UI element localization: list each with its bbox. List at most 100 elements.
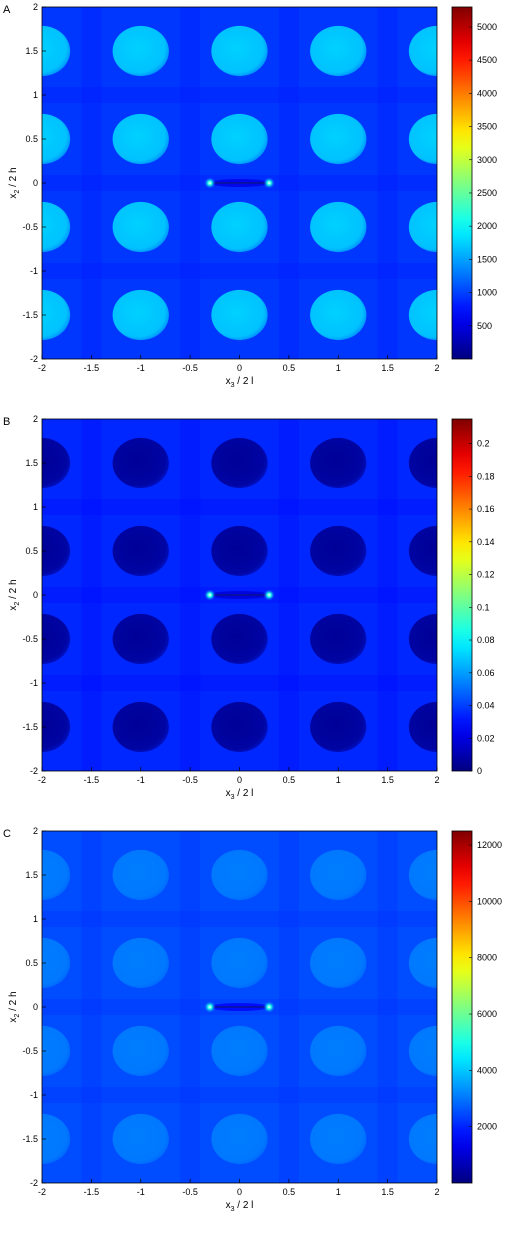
x-tick-label: 2: [434, 1187, 439, 1197]
inclusion-cell: [42, 937, 71, 989]
inclusion-cell: [310, 849, 367, 901]
colorbar-tick-label: 0: [477, 766, 482, 776]
inclusion-cell: [112, 525, 169, 577]
inclusion-cell: [42, 525, 71, 577]
y-tick-label: -1: [30, 678, 38, 688]
x-tick-label: 1.5: [381, 775, 394, 785]
inclusion-cell: [211, 437, 268, 489]
colorbar-tick-label: 5000: [477, 22, 497, 32]
heatmap-a-band: [42, 87, 437, 103]
colorbar-tick-label: 3500: [477, 122, 497, 132]
inclusion-cell: [42, 201, 71, 253]
heatmap-a-svg: -2 -1.5 -1 -0.5 0 0.5 1 1.5 2 2 1.5 1 0.5 0 -0.5 -1 -1.5…: [3, 2, 497, 389]
x-tick-label: 1: [336, 363, 341, 373]
y-tick-label: 2: [33, 826, 38, 836]
colorbar-tick-label: 0.1: [477, 602, 490, 612]
x-tick-label: 2: [434, 363, 439, 373]
y-tick-label: 2: [33, 414, 38, 424]
x-tick-label: -2: [38, 363, 46, 373]
y-tick-label: 0.5: [25, 546, 38, 556]
heatmap-a-band: [180, 7, 201, 359]
inclusion-cell: [112, 1025, 169, 1077]
colorbar-tick-label: 0.02: [477, 733, 495, 743]
colorbar: [451, 418, 473, 772]
heatmap-c-band: [377, 831, 398, 1183]
x-tick-label: 1.5: [381, 363, 394, 373]
x-axis-label: x3 / 2 l: [226, 788, 254, 801]
panel-b: -2 -1.5 -1 -0.5 0 0.5 1 1.5 2 2 1.5 1 0.5 0 -0.5 -1 -1.5…: [0, 412, 506, 824]
inclusion-cell: [408, 937, 437, 989]
x-tick-label: -1.5: [84, 775, 100, 785]
colorbar: [451, 6, 473, 360]
inclusion-cell: [310, 525, 367, 577]
inclusion-cell: [112, 25, 169, 77]
heatmap-c-field: [42, 831, 437, 1183]
heatmap-b-band: [81, 419, 102, 771]
y-axis-label: x2 / 2 h: [8, 167, 21, 198]
heatmap-c-band: [180, 831, 201, 1183]
inclusion-cell: [211, 113, 268, 165]
colorbar-tick-label: 0.18: [477, 471, 495, 481]
y-tick-label: -1: [30, 1090, 38, 1100]
heatmap-c-band: [42, 1087, 437, 1103]
panel-c: -2 -1.5 -1 -0.5 0 0.5 1 1.5 2 2 1.5 1 0.5 0 -0.5 -1 -1.5…: [0, 824, 506, 1236]
y-tick-label: -1.5: [22, 310, 38, 320]
colorbar-tick-label: 0.04: [477, 701, 495, 711]
inclusion-cell: [310, 1113, 367, 1165]
colorbar: [451, 830, 473, 1184]
inclusion-cell: [310, 25, 367, 77]
inclusion-cell: [112, 613, 169, 665]
inclusion-cell: [408, 437, 437, 489]
x-tick-label: 0.5: [283, 775, 296, 785]
x-tick-label: -1: [137, 775, 145, 785]
heatmap-c-band: [278, 831, 299, 1183]
inclusion-cell: [112, 849, 169, 901]
inclusion-cell: [408, 701, 437, 753]
inclusion-cell: [42, 1113, 71, 1165]
colorbar-tick-label: 4000: [477, 88, 497, 98]
y-tick-label: -2: [30, 766, 38, 776]
colorbar-tick-label: 2000: [477, 1122, 497, 1132]
colorbar-tick-label: 2000: [477, 221, 497, 231]
inclusion-cell: [42, 437, 71, 489]
inclusion-cell: [310, 201, 367, 253]
y-tick-label: 0: [33, 1002, 38, 1012]
x-tick-label: -1: [137, 363, 145, 373]
x-tick-label: 0: [237, 1187, 242, 1197]
inclusion-cell: [310, 437, 367, 489]
x-axis-label: x3 / 2 l: [226, 376, 254, 389]
x-tick-label: 0: [237, 363, 242, 373]
heatmap-a-band: [42, 263, 437, 279]
crack-tip: [203, 177, 216, 189]
y-tick-label: 1: [33, 502, 38, 512]
panel-label: C: [3, 828, 11, 840]
inclusion-cell: [408, 25, 437, 77]
crack-tip: [203, 1001, 216, 1013]
panel-label: B: [3, 416, 10, 428]
heatmap-a-field: [42, 7, 437, 359]
heatmap-b-svg: -2 -1.5 -1 -0.5 0 0.5 1 1.5 2 2 1.5 1 0.5 0 -0.5 -1 -1.5…: [3, 414, 495, 801]
x-tick-label: 1.5: [381, 1187, 394, 1197]
colorbar-tick-label: 1500: [477, 254, 497, 264]
y-tick-label: 1: [33, 914, 38, 924]
colorbar-tick-label: 6000: [477, 1009, 497, 1019]
heatmap-b-band: [180, 419, 201, 771]
x-tick-label: -2: [38, 775, 46, 785]
y-tick-label: 1.5: [25, 458, 38, 468]
y-tick-label: 1: [33, 90, 38, 100]
inclusion-cell: [211, 1113, 268, 1165]
x-tick-label: 0: [237, 775, 242, 785]
crack-tip: [263, 1001, 276, 1013]
x-tick-label: 1: [336, 775, 341, 785]
x-tick-label: 2: [434, 775, 439, 785]
heatmap-a-band: [81, 7, 102, 359]
inclusion-cell: [112, 113, 169, 165]
inclusion-cell: [112, 937, 169, 989]
y-tick-label: 1.5: [25, 870, 38, 880]
x-tick-label: 0.5: [283, 363, 296, 373]
inclusion-cell: [112, 437, 169, 489]
heatmap-b-field: [42, 419, 437, 771]
colorbar-tick-label: 8000: [477, 953, 497, 963]
colorbar-tick-label: 10000: [477, 896, 502, 906]
panel-a: -2 -1.5 -1 -0.5 0 0.5 1 1.5 2 2 1.5 1 0.5 0 -0.5 -1 -1.5…: [0, 0, 506, 412]
